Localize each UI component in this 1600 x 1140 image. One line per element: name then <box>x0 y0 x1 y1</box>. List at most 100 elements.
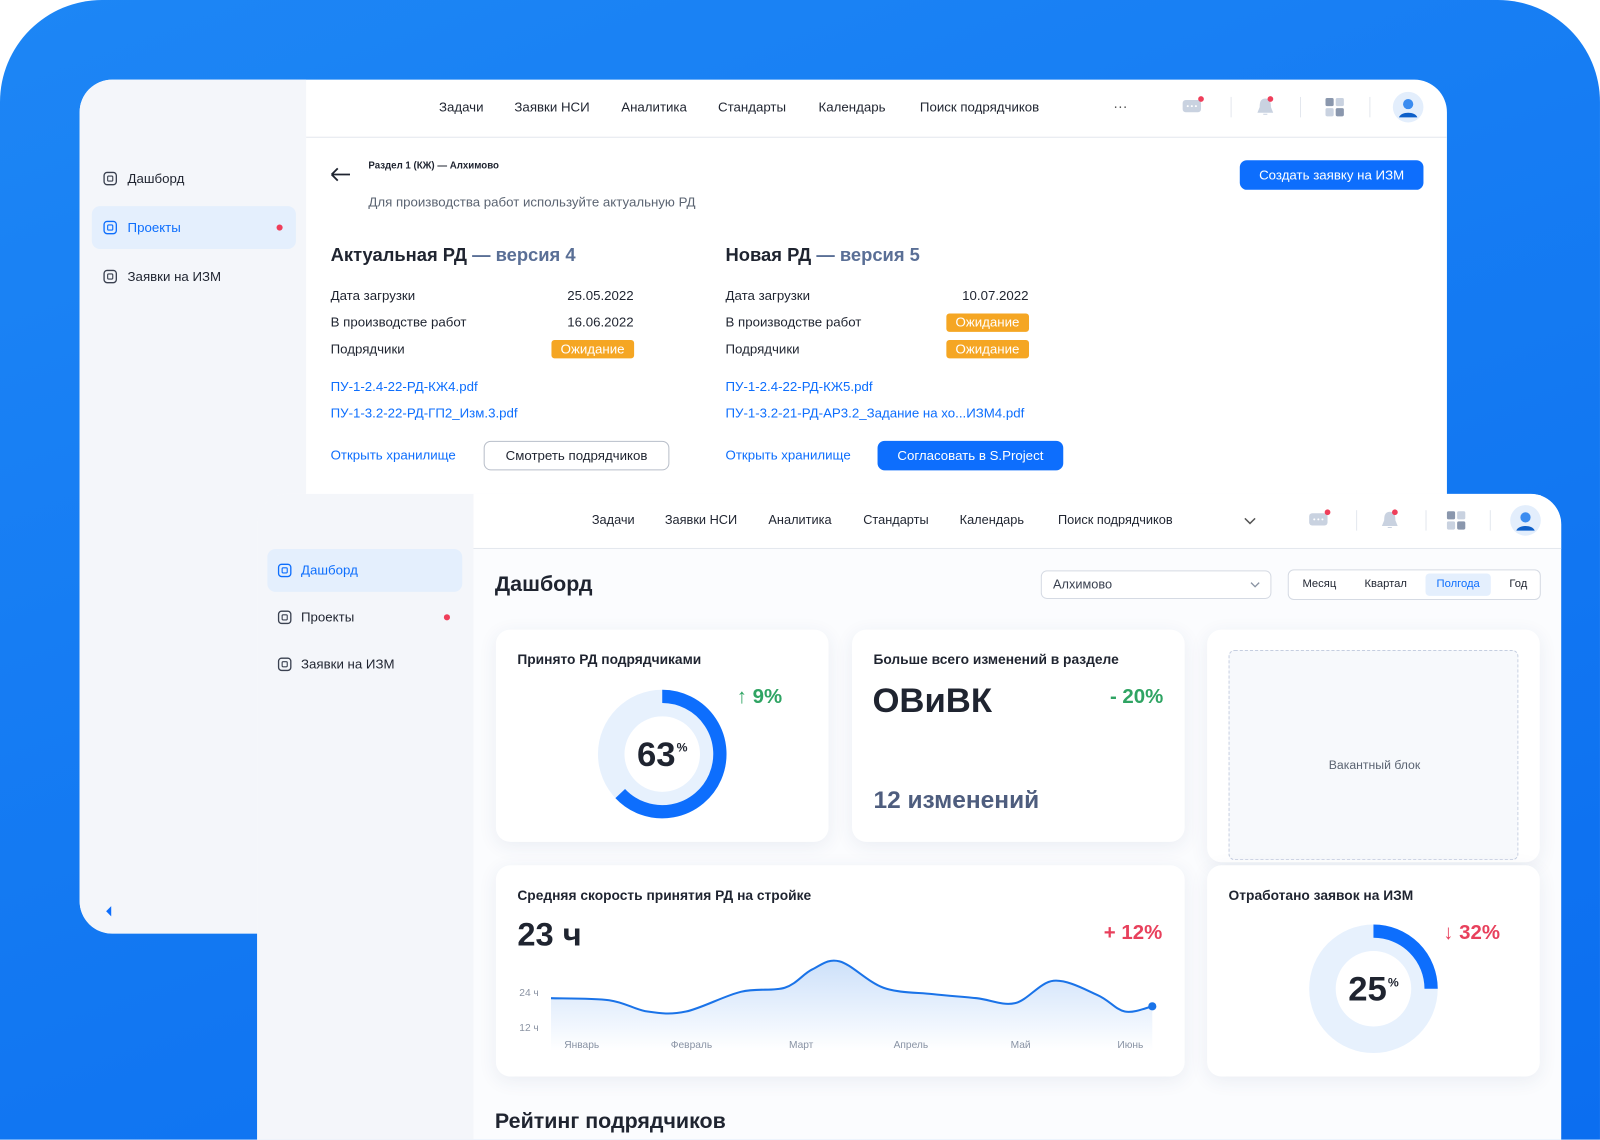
status-badge: Ожидание <box>946 340 1029 358</box>
nav-expand[interactable] <box>1242 513 1258 529</box>
icon-shape <box>1335 108 1344 117</box>
icon-shape <box>281 614 288 621</box>
change-down: - 20% <box>1109 685 1164 709</box>
storage-link[interactable]: Открыть хранилище <box>725 447 851 463</box>
nav-link[interactable]: Стандарты <box>863 512 929 528</box>
panel-title: Актуальная РД — версия 4 <box>331 245 576 266</box>
nav-link[interactable]: Задачи <box>591 512 635 528</box>
sidebar-item[interactable]: Дашборд <box>301 562 358 578</box>
avatar-body <box>1516 526 1535 531</box>
period-option[interactable]: Месяц <box>1302 577 1337 591</box>
nav-link[interactable]: Календарь <box>818 99 886 115</box>
create-button[interactable]: Создать заявку на ИЗМ <box>1239 160 1424 190</box>
y-tick-label: 24 ч <box>519 988 538 999</box>
collapse-button[interactable] <box>98 900 120 922</box>
bell-icon[interactable] <box>1255 96 1275 118</box>
sidebar <box>257 493 474 1140</box>
nav-more[interactable]: ··· <box>1113 97 1128 114</box>
bell-icon[interactable] <box>1380 509 1400 531</box>
avatar[interactable] <box>1510 505 1541 536</box>
donut-unit: % <box>1387 975 1399 990</box>
section-name: ОВиВК <box>872 681 993 720</box>
file-link[interactable]: ПУ-1-2.4-22-РД-КЖ4.pdf <box>330 378 478 395</box>
icon-shape <box>1325 97 1334 107</box>
panel-button[interactable]: Смотреть подрядчиков <box>483 440 670 471</box>
sidebar-item[interactable]: Заявки на ИЗМ <box>301 656 395 672</box>
nav-link[interactable]: Календарь <box>959 512 1025 528</box>
avatar-head <box>1403 98 1414 110</box>
sidebar-icon <box>103 220 117 235</box>
donut-number: 63 <box>636 735 676 775</box>
icon-shape <box>1325 108 1334 117</box>
apps-icon[interactable] <box>1446 510 1466 530</box>
avatar-body <box>1398 112 1418 118</box>
change-up: + 12% <box>1103 921 1163 944</box>
line <box>550 959 1153 1015</box>
sidebar-item[interactable]: Заявки на ИЗМ <box>127 268 222 284</box>
nav-link[interactable]: Поиск подрядчиков <box>1057 512 1173 528</box>
nav-link[interactable]: Поиск подрядчиков <box>919 99 1040 115</box>
icon-dot <box>1321 518 1324 521</box>
row-label: В производстве работ <box>330 314 467 330</box>
chat-icon[interactable] <box>1182 96 1204 117</box>
icon-dot <box>1194 105 1197 108</box>
period-switch: Месяц Квартал Полгода Год <box>1287 569 1541 600</box>
icon-dot <box>1190 105 1193 108</box>
nav-link[interactable]: Аналитика <box>768 512 832 528</box>
panel-button[interactable]: Согласовать в S.Project <box>877 440 1064 471</box>
donut-value: 25% <box>1348 969 1399 1011</box>
donut-arc <box>615 689 727 819</box>
nav-divider <box>306 136 1447 138</box>
select-chevron <box>1250 582 1260 588</box>
speed-card: Средняя скорость принятия РД на стройке 2… <box>495 865 1185 1077</box>
nav-separator <box>1356 510 1358 531</box>
panel-version: — версия 5 <box>816 244 920 266</box>
select-value: Алхимово <box>1053 577 1113 592</box>
row-label: Подрядчики <box>725 341 800 357</box>
changes-card: Больше всего изменений в разделе ОВиВК - 2… <box>852 629 1185 842</box>
avatar[interactable] <box>1392 91 1424 123</box>
breadcrumb: Раздел 1 (КЖ) — Алхимово <box>368 160 499 172</box>
project-select[interactable]: Алхимово <box>1040 570 1272 599</box>
alert-dot <box>1267 96 1274 102</box>
nav-separator <box>1299 96 1302 118</box>
chat-icon[interactable] <box>1308 509 1331 530</box>
icon-shape <box>103 269 117 284</box>
end-point <box>1148 1002 1157 1011</box>
icon-shape <box>107 224 114 231</box>
period-option[interactable]: Год <box>1509 577 1528 591</box>
icon-shape <box>1335 97 1344 107</box>
vacant-box: Вакантный блок <box>1228 649 1519 861</box>
apps-icon[interactable] <box>1324 97 1344 117</box>
icon-dot <box>1317 518 1320 521</box>
change-up: ↑ 9% <box>736 685 783 709</box>
file-link[interactable]: ПУ-1-3.2-22-РД-ГП2_Изм.3.pdf <box>330 405 518 421</box>
period-option[interactable]: Квартал <box>1364 577 1407 591</box>
alert-dot <box>276 224 283 231</box>
row-label: Дата загрузки <box>725 287 811 304</box>
nav-link[interactable]: Заявки НСИ <box>514 99 590 115</box>
nav-link[interactable]: Стандарты <box>718 99 787 115</box>
icon-shape <box>1257 98 1274 115</box>
nav-link[interactable]: Заявки НСИ <box>664 512 738 528</box>
period-option[interactable]: Полгода <box>1436 577 1480 591</box>
file-link[interactable]: ПУ-1-2.4-22-РД-КЖ5.pdf <box>725 378 873 395</box>
sidebar-item[interactable]: Дашборд <box>127 170 185 186</box>
alert-dot <box>1392 509 1398 516</box>
nav-link[interactable]: Задачи <box>438 99 484 115</box>
card-title: Принято РД подрядчиками <box>517 651 702 668</box>
row-label: Дата загрузки <box>330 287 416 304</box>
sidebar-item[interactable]: Проекты <box>301 609 355 625</box>
panel-title-text: Актуальная РД <box>330 244 467 266</box>
row-label: Подрядчики <box>330 341 405 357</box>
sidebar-item[interactable]: Проекты <box>127 219 181 235</box>
back-arrow[interactable] <box>329 164 353 184</box>
nav-link[interactable]: Аналитика <box>621 99 687 115</box>
status-badge: Ожидание <box>551 340 634 358</box>
file-link[interactable]: ПУ-1-3.2-21-РД-АР3.2_Задание на хо...ИЗМ… <box>725 405 1025 421</box>
alert-dot <box>1324 509 1331 516</box>
icon-shape <box>1446 521 1456 530</box>
storage-link[interactable]: Открыть хранилище <box>330 447 456 463</box>
icon-shape <box>107 175 114 182</box>
